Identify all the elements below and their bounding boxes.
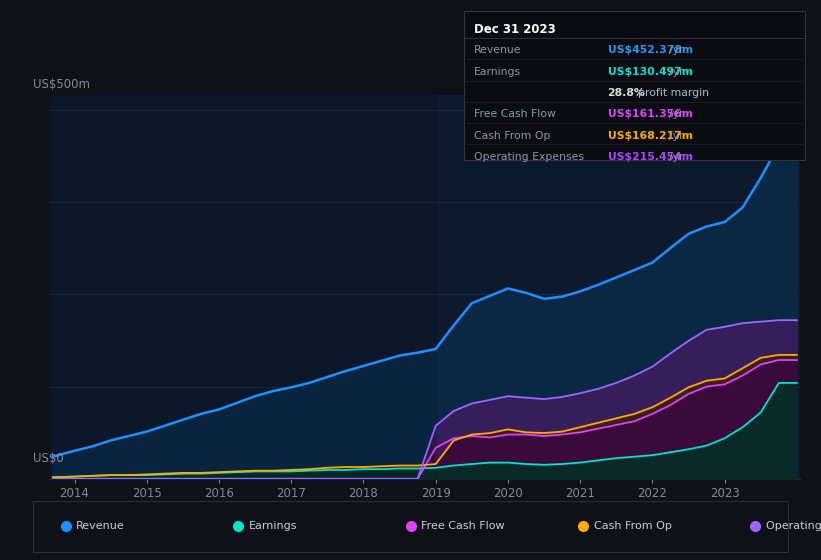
Text: US$0: US$0 bbox=[33, 452, 63, 465]
Bar bbox=[49, 95, 436, 479]
Text: /yr: /yr bbox=[668, 109, 683, 119]
Text: /yr: /yr bbox=[668, 152, 683, 162]
Text: profit margin: profit margin bbox=[638, 88, 709, 98]
Text: US$130.497m: US$130.497m bbox=[608, 67, 693, 77]
Text: US$161.356m: US$161.356m bbox=[608, 109, 693, 119]
Text: 28.8%: 28.8% bbox=[608, 88, 645, 98]
Text: Revenue: Revenue bbox=[76, 521, 125, 531]
Text: Earnings: Earnings bbox=[474, 67, 521, 77]
Text: /yr: /yr bbox=[668, 130, 683, 141]
Text: US$215.454m: US$215.454m bbox=[608, 152, 693, 162]
Text: Free Cash Flow: Free Cash Flow bbox=[421, 521, 505, 531]
Text: Revenue: Revenue bbox=[474, 45, 521, 55]
Text: Earnings: Earnings bbox=[249, 521, 297, 531]
Text: Free Cash Flow: Free Cash Flow bbox=[474, 109, 556, 119]
Text: Operating Expenses: Operating Expenses bbox=[474, 152, 584, 162]
Text: Cash From Op: Cash From Op bbox=[594, 521, 672, 531]
Text: Operating Expenses: Operating Expenses bbox=[766, 521, 821, 531]
Text: /yr: /yr bbox=[668, 45, 683, 55]
Text: US$452.378m: US$452.378m bbox=[608, 45, 693, 55]
Text: US$500m: US$500m bbox=[33, 78, 89, 91]
Text: /yr: /yr bbox=[668, 67, 683, 77]
Text: Cash From Op: Cash From Op bbox=[474, 130, 550, 141]
Text: US$168.217m: US$168.217m bbox=[608, 130, 693, 141]
Text: Dec 31 2023: Dec 31 2023 bbox=[474, 22, 556, 36]
